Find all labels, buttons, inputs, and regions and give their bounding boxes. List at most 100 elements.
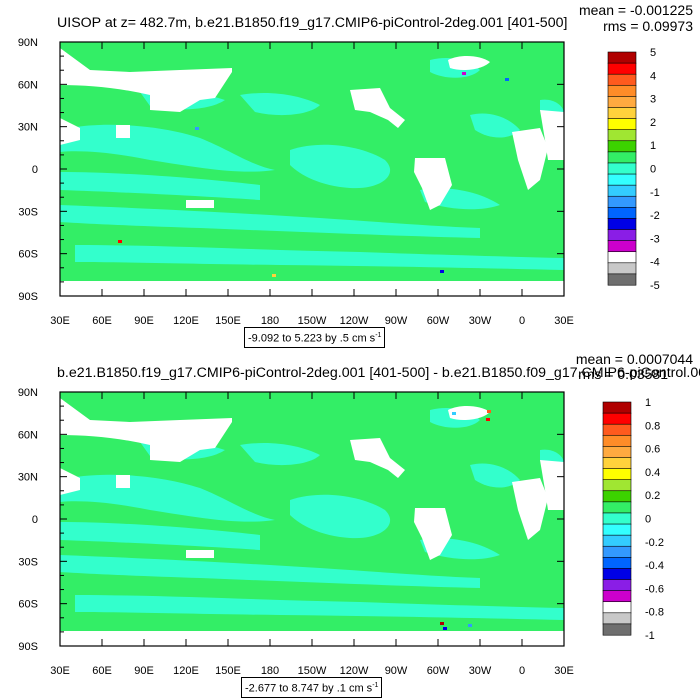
- colorbar-swatch: [607, 207, 637, 219]
- colorbar-swatch: [607, 51, 637, 64]
- lon-tick-label: 150W: [298, 665, 327, 677]
- range-unit-exponent: -1: [372, 682, 379, 689]
- chart-title: b.e21.B1850.f19_g17.CMIP6-piControl-2deg…: [57, 365, 700, 381]
- colorbar-label: 0.2: [645, 490, 660, 502]
- colorbar-swatch: [602, 423, 632, 436]
- colorbar-swatch: [607, 162, 637, 175]
- extreme-cell: [272, 274, 276, 277]
- range-unit-exponent: -1: [375, 332, 382, 339]
- colorbar-swatch: [607, 251, 637, 264]
- land-mask: [60, 468, 80, 495]
- negative-region: [75, 245, 564, 270]
- lat-tick-label: 90S: [18, 641, 38, 653]
- colorbar-label: 0: [645, 514, 651, 526]
- lat-tick-label: 60N: [18, 79, 38, 91]
- colorbar-swatch: [602, 623, 632, 636]
- negative-region: [470, 463, 520, 488]
- land-mask: [186, 550, 214, 558]
- colorbar-swatch: [607, 140, 637, 153]
- colorbar-swatch: [607, 273, 637, 286]
- negative-region: [60, 124, 275, 172]
- colorbar-swatch: [602, 612, 632, 625]
- colorbar-swatch: [602, 434, 632, 447]
- colorbar-label: 5: [650, 47, 656, 59]
- panel-1: UISOP at z= 482.7m, b.e21.B1850.f19_g17.…: [18, 2, 693, 348]
- colorbar-swatch: [602, 579, 632, 592]
- lat-tick-label: 90S: [18, 291, 38, 303]
- lon-tick-label: 120W: [340, 665, 369, 677]
- lat-tick-label: 90N: [18, 37, 38, 49]
- land-mask: [540, 460, 564, 510]
- colorbar-swatch: [602, 501, 632, 514]
- colorbar-label: 4: [650, 70, 656, 82]
- lat-tick-label: 90N: [18, 387, 38, 399]
- colorbar-swatch: [607, 184, 637, 197]
- extreme-cell: [118, 240, 122, 243]
- colorbar: 5 4 3 2 1 0 -1 -2 -3 -4 -5: [607, 47, 660, 292]
- negative-region: [75, 595, 564, 620]
- colorbar-label: 0.8: [645, 420, 660, 432]
- land-mask: [60, 398, 232, 462]
- land-mask: [350, 88, 405, 128]
- colorbar-swatch: [602, 490, 632, 503]
- lon-tick-label: 30E: [50, 315, 70, 327]
- land-mask: [512, 478, 548, 540]
- negative-region: [290, 144, 391, 189]
- stat-mean: mean = -0.001225: [579, 2, 693, 18]
- colorbar-label: 0.6: [645, 444, 660, 456]
- colorbar-label: 1: [650, 140, 656, 152]
- lon-tick-label: 30E: [554, 665, 574, 677]
- negative-region: [290, 494, 391, 539]
- colorbar: 1 0.8 0.6 0.4 0.2 0 -0.2 -0.4 -0.6 -0.8 -1: [602, 397, 664, 642]
- range-text: -9.092 to 5.223 by .5 cm s: [248, 332, 376, 345]
- lon-tick-label: 0: [519, 665, 525, 677]
- lon-tick-label: 90E: [134, 665, 154, 677]
- land-mask: [116, 475, 130, 488]
- lon-tick-label: 150E: [215, 665, 241, 677]
- extreme-cell: [505, 78, 509, 81]
- colorbar-swatch: [607, 151, 637, 164]
- negative-region: [60, 205, 480, 238]
- map-panel-1: UISOP at z= 482.7m, b.e21.B1850.f19_g17.…: [18, 2, 693, 327]
- negative-region: [240, 443, 320, 466]
- colorbar-label: -0.8: [645, 607, 664, 619]
- lat-tick-label: 30N: [18, 122, 38, 134]
- colorbar-label: -5: [650, 280, 660, 292]
- colorbar-label: -0.2: [645, 537, 664, 549]
- land-mask: [448, 56, 490, 70]
- colorbar-swatch: [607, 129, 637, 142]
- lon-tick-label: 30E: [554, 315, 574, 327]
- lon-tick-label: 180: [261, 315, 279, 327]
- lon-tick-label: 30E: [50, 665, 70, 677]
- negative-region: [60, 172, 260, 200]
- colorbar-label: 0: [650, 164, 656, 176]
- stat-rms: rms = 0.03581: [578, 366, 668, 382]
- lat-tick-label: 0: [32, 164, 38, 176]
- extreme-cell: [468, 624, 472, 627]
- stat-rms: rms = 0.09973: [603, 18, 693, 34]
- lon-tick-label: 60W: [427, 315, 450, 327]
- colorbar-swatch: [607, 262, 637, 275]
- negative-region: [60, 474, 275, 522]
- colorbar-label: -1: [650, 187, 660, 199]
- contour-range-label: -9.092 to 5.223 by .5 cm s-1: [244, 327, 386, 348]
- colorbar-label: -1: [645, 630, 655, 642]
- lon-axis: 30E 60E 90E 120E 150E 180 150W 120W 90W 60W 30W 0 30…: [50, 392, 574, 677]
- land-mask: [116, 125, 130, 138]
- negative-region: [60, 522, 260, 550]
- lat-axis: 90N 60N 30N 0 30S 60S 90S: [18, 387, 564, 653]
- colorbar-label: -0.6: [645, 583, 664, 595]
- colorbar-swatch: [602, 601, 632, 614]
- contour-range-label: -2.677 to 8.747 by .1 cm s-1: [241, 677, 383, 698]
- lat-tick-label: 60N: [18, 429, 38, 441]
- land-mask: [186, 200, 214, 208]
- lat-tick-label: 60S: [18, 249, 38, 261]
- extreme-cell: [443, 627, 447, 630]
- land-mask: [448, 406, 490, 420]
- colorbar-swatch: [607, 73, 637, 86]
- colorbar-swatch: [602, 557, 632, 569]
- lon-tick-label: 120W: [340, 315, 369, 327]
- extreme-cell: [452, 412, 456, 415]
- colorbar-swatch: [607, 218, 637, 231]
- lat-tick-label: 30N: [18, 472, 38, 484]
